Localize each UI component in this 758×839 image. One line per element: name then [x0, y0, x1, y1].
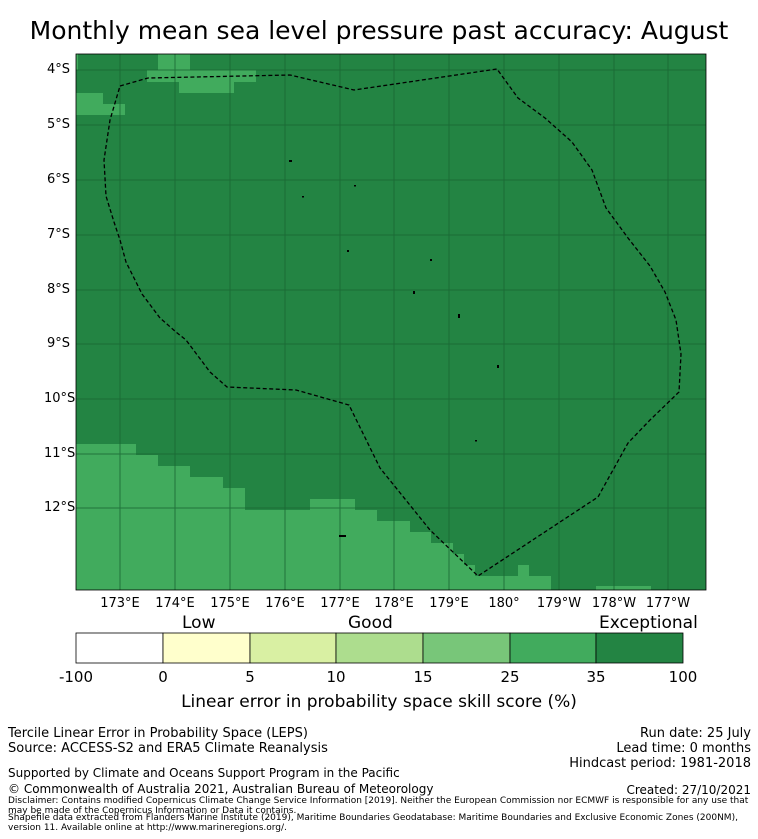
lon-label-178w: 178°W [591, 596, 637, 611]
colorbar-bin-3 [335, 632, 424, 664]
lead-time: Lead time: 0 months [616, 741, 751, 756]
colorbar-tick: 100 [668, 668, 698, 686]
colorbar-tick: 10 [326, 668, 346, 686]
good-skill-patches-south [76, 444, 551, 590]
lon-label-175e: 175°E [210, 596, 250, 611]
created-date: Created: 27/10/2021 [626, 783, 751, 797]
lat-label-6s: 6°S [46, 172, 70, 187]
lon-label-180: 180° [488, 596, 520, 611]
shapefile-credit: Shapefile data extracted from Flanders M… [8, 813, 738, 833]
lon-label-177w: 177°W [645, 596, 691, 611]
colorbar-bin-4 [422, 632, 511, 664]
eez-boundary [103, 68, 682, 577]
lon-label-178e: 178°E [374, 596, 414, 611]
good-skill-patch-southeast [596, 586, 651, 590]
lon-label-179e: 179°E [429, 596, 469, 611]
map-frame [75, 53, 707, 591]
lat-label-10s: 10°S [44, 391, 76, 406]
hindcast-period: Hindcast period: 1981-2018 [569, 756, 751, 771]
lon-label-179w: 179°W [536, 596, 582, 611]
lat-label-11s: 11°S [44, 446, 76, 461]
skill-map [75, 53, 707, 664]
lat-label-9s: 9°S [46, 336, 70, 351]
colorbar-category-low: Low [182, 613, 216, 633]
method-label: Tercile Linear Error in Probability Spac… [8, 726, 308, 741]
lon-label-174e: 174°E [155, 596, 195, 611]
islands [289, 160, 499, 537]
lon-label-176e: 176°E [265, 596, 305, 611]
colorbar-bin-1 [162, 632, 251, 664]
colorbar-bin-0 [75, 632, 164, 664]
lat-label-5s: 5°S [46, 117, 70, 132]
colorbar-tick: 15 [413, 668, 433, 686]
source-label: Source: ACCESS-S2 and ERA5 Climate Reana… [8, 741, 328, 756]
lat-label-7s: 7°S [46, 227, 70, 242]
copyright: © Commonwealth of Australia 2021, Austra… [8, 782, 434, 796]
colorbar-bin-5 [509, 632, 597, 664]
colorbar-tick: 35 [586, 668, 606, 686]
support-statement: Supported by Climate and Oceans Support … [8, 766, 400, 780]
colorbar-category-exceptional: Exceptional [599, 613, 698, 633]
lon-label-177e: 177°E [320, 596, 360, 611]
graticule [76, 54, 706, 590]
lat-label-12s: 12°S [44, 500, 76, 515]
lat-label-8s: 8°S [46, 282, 70, 297]
lon-label-173e: 173°E [100, 596, 140, 611]
lat-label-4s: 4°S [46, 62, 70, 77]
map-title: Monthly mean sea level pressure past acc… [29, 16, 729, 45]
run-date: Run date: 25 July [640, 726, 751, 741]
disclaimer: Disclaimer: Contains modified Copernicus… [8, 796, 749, 816]
colorbar-tick: 5 [245, 668, 255, 686]
good-skill-patches-north [76, 54, 256, 115]
colorbar-tick: -100 [58, 668, 94, 686]
colorbar-bin-6 [595, 632, 684, 664]
colorbar-bin-2 [249, 632, 337, 664]
colorbar-tick: 0 [158, 668, 168, 686]
colorbar-tick: 25 [500, 668, 520, 686]
colorbar-title: Linear error in probability space skill … [181, 692, 577, 712]
colorbar [75, 632, 684, 664]
colorbar-category-good: Good [348, 613, 393, 633]
